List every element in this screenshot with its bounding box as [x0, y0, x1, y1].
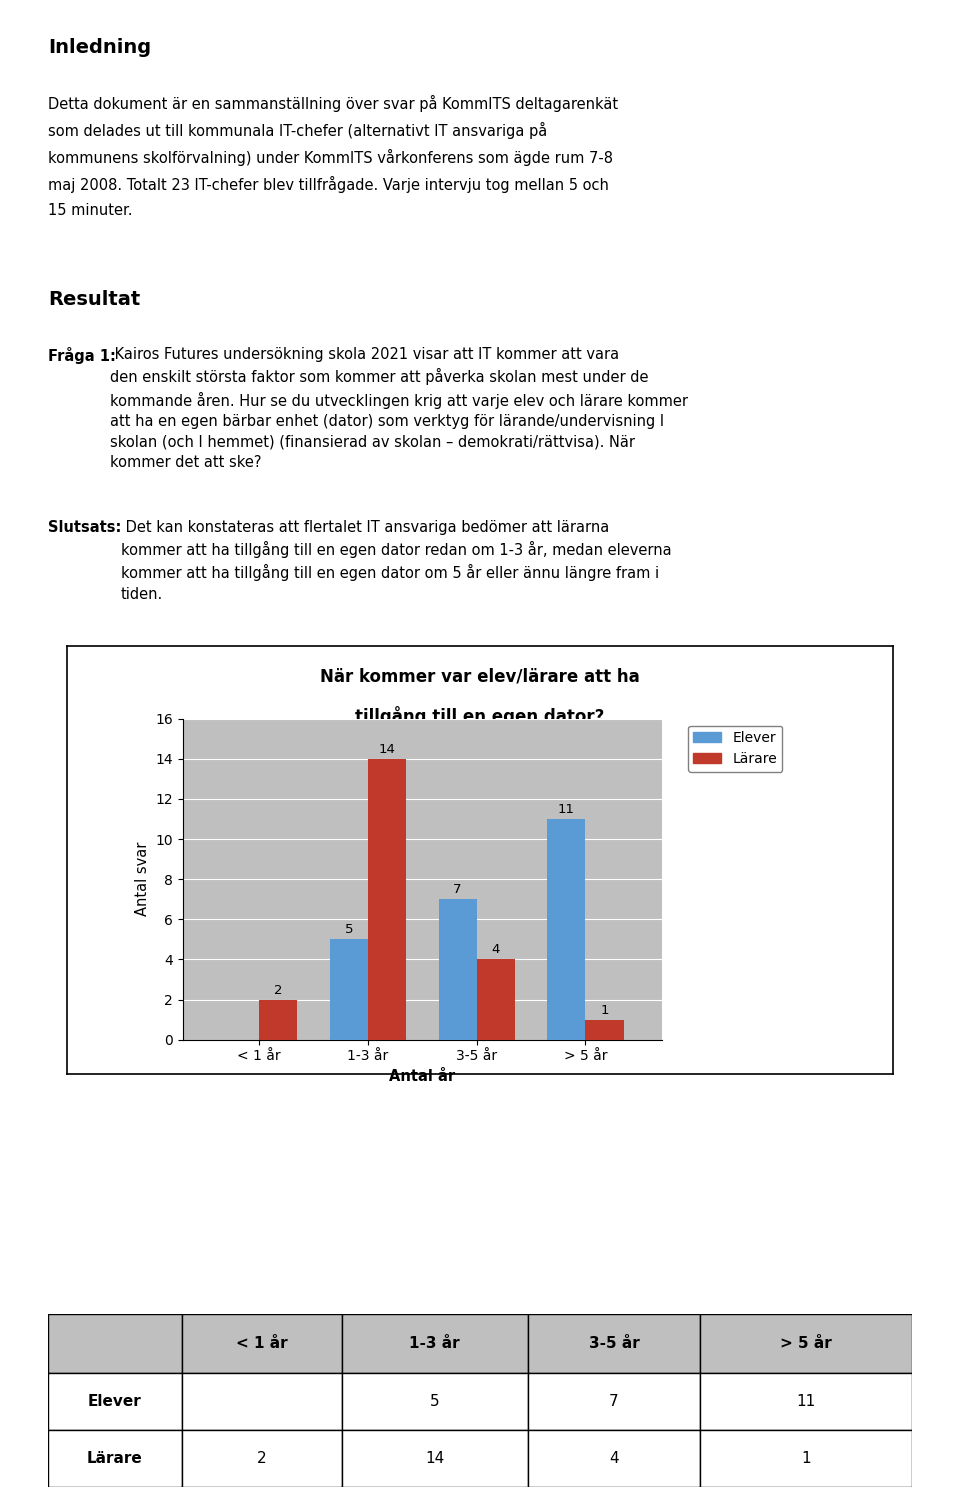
Bar — [182, 1430, 342, 1487]
Text: 2: 2 — [257, 1451, 267, 1466]
Text: 2: 2 — [274, 984, 282, 996]
Bar — [182, 1314, 342, 1373]
Text: 15 minuter.: 15 minuter. — [48, 203, 132, 218]
Text: 1: 1 — [600, 1003, 609, 1017]
Text: 1-3 år: 1-3 år — [409, 1337, 460, 1352]
Text: 4: 4 — [609, 1451, 619, 1466]
Bar — [342, 1314, 528, 1373]
Bar — [528, 1430, 701, 1487]
Bar — [476, 960, 515, 1039]
Text: 1: 1 — [802, 1451, 811, 1466]
Text: 7: 7 — [609, 1394, 619, 1409]
Text: 3-5 år: 3-5 år — [588, 1337, 639, 1352]
Text: Slutsats:: Slutsats: — [48, 520, 121, 535]
Text: kommunens skolförvalning) under KommITS vårkonferens som ägde rum 7-8: kommunens skolförvalning) under KommITS … — [48, 149, 613, 165]
Text: 11: 11 — [797, 1394, 816, 1409]
Bar — [48, 1373, 182, 1430]
Bar — [329, 939, 368, 1039]
Bar — [701, 1373, 912, 1430]
Text: När kommer var elev/lärare att ha: När kommer var elev/lärare att ha — [320, 667, 640, 685]
Y-axis label: Antal svar: Antal svar — [134, 843, 150, 916]
Text: Inledning: Inledning — [48, 38, 151, 57]
Text: 5: 5 — [430, 1394, 440, 1409]
Text: tillgång till en egen dator?: tillgång till en egen dator? — [355, 706, 605, 725]
Text: som delades ut till kommunala IT-chefer (alternativt IT ansvariga på: som delades ut till kommunala IT-chefer … — [48, 122, 547, 138]
Text: Fråga 1:: Fråga 1: — [48, 347, 116, 363]
Text: Det kan konstateras att flertalet IT ansvariga bedömer att lärarna
kommer att ha: Det kan konstateras att flertalet IT ans… — [121, 520, 672, 602]
Bar — [342, 1430, 528, 1487]
Text: Detta dokument är en sammanställning över svar på KommITS deltagarenkät: Detta dokument är en sammanställning öve… — [48, 95, 618, 111]
Bar — [182, 1373, 342, 1430]
Text: 14: 14 — [425, 1451, 444, 1466]
Bar — [701, 1314, 912, 1373]
Bar — [342, 1373, 528, 1430]
Text: maj 2008. Totalt 23 IT-chefer blev tillfrågade. Varje intervju tog mellan 5 och: maj 2008. Totalt 23 IT-chefer blev tillf… — [48, 176, 609, 192]
Text: Elever: Elever — [88, 1394, 142, 1409]
Text: 4: 4 — [492, 943, 500, 957]
Bar — [259, 999, 297, 1039]
Legend: Elever, Lärare: Elever, Lärare — [687, 725, 782, 772]
Bar — [547, 819, 586, 1039]
Bar — [368, 759, 406, 1039]
Text: > 5 år: > 5 år — [780, 1337, 832, 1352]
Text: 14: 14 — [378, 743, 396, 756]
Bar — [48, 1314, 182, 1373]
Text: Kairos Futures undersökning skola 2021 visar att IT kommer att vara
den enskilt : Kairos Futures undersökning skola 2021 v… — [110, 347, 688, 470]
Text: 5: 5 — [345, 924, 353, 936]
Text: 11: 11 — [558, 804, 575, 816]
Text: Resultat: Resultat — [48, 290, 140, 309]
Bar — [586, 1020, 624, 1039]
X-axis label: Antal år: Antal år — [389, 1069, 455, 1084]
Bar — [701, 1430, 912, 1487]
Text: Lärare: Lärare — [87, 1451, 143, 1466]
Bar — [528, 1373, 701, 1430]
Text: < 1 år: < 1 år — [236, 1337, 288, 1352]
Bar — [528, 1314, 701, 1373]
Bar — [48, 1430, 182, 1487]
Text: 7: 7 — [453, 883, 462, 897]
Bar — [439, 900, 476, 1039]
